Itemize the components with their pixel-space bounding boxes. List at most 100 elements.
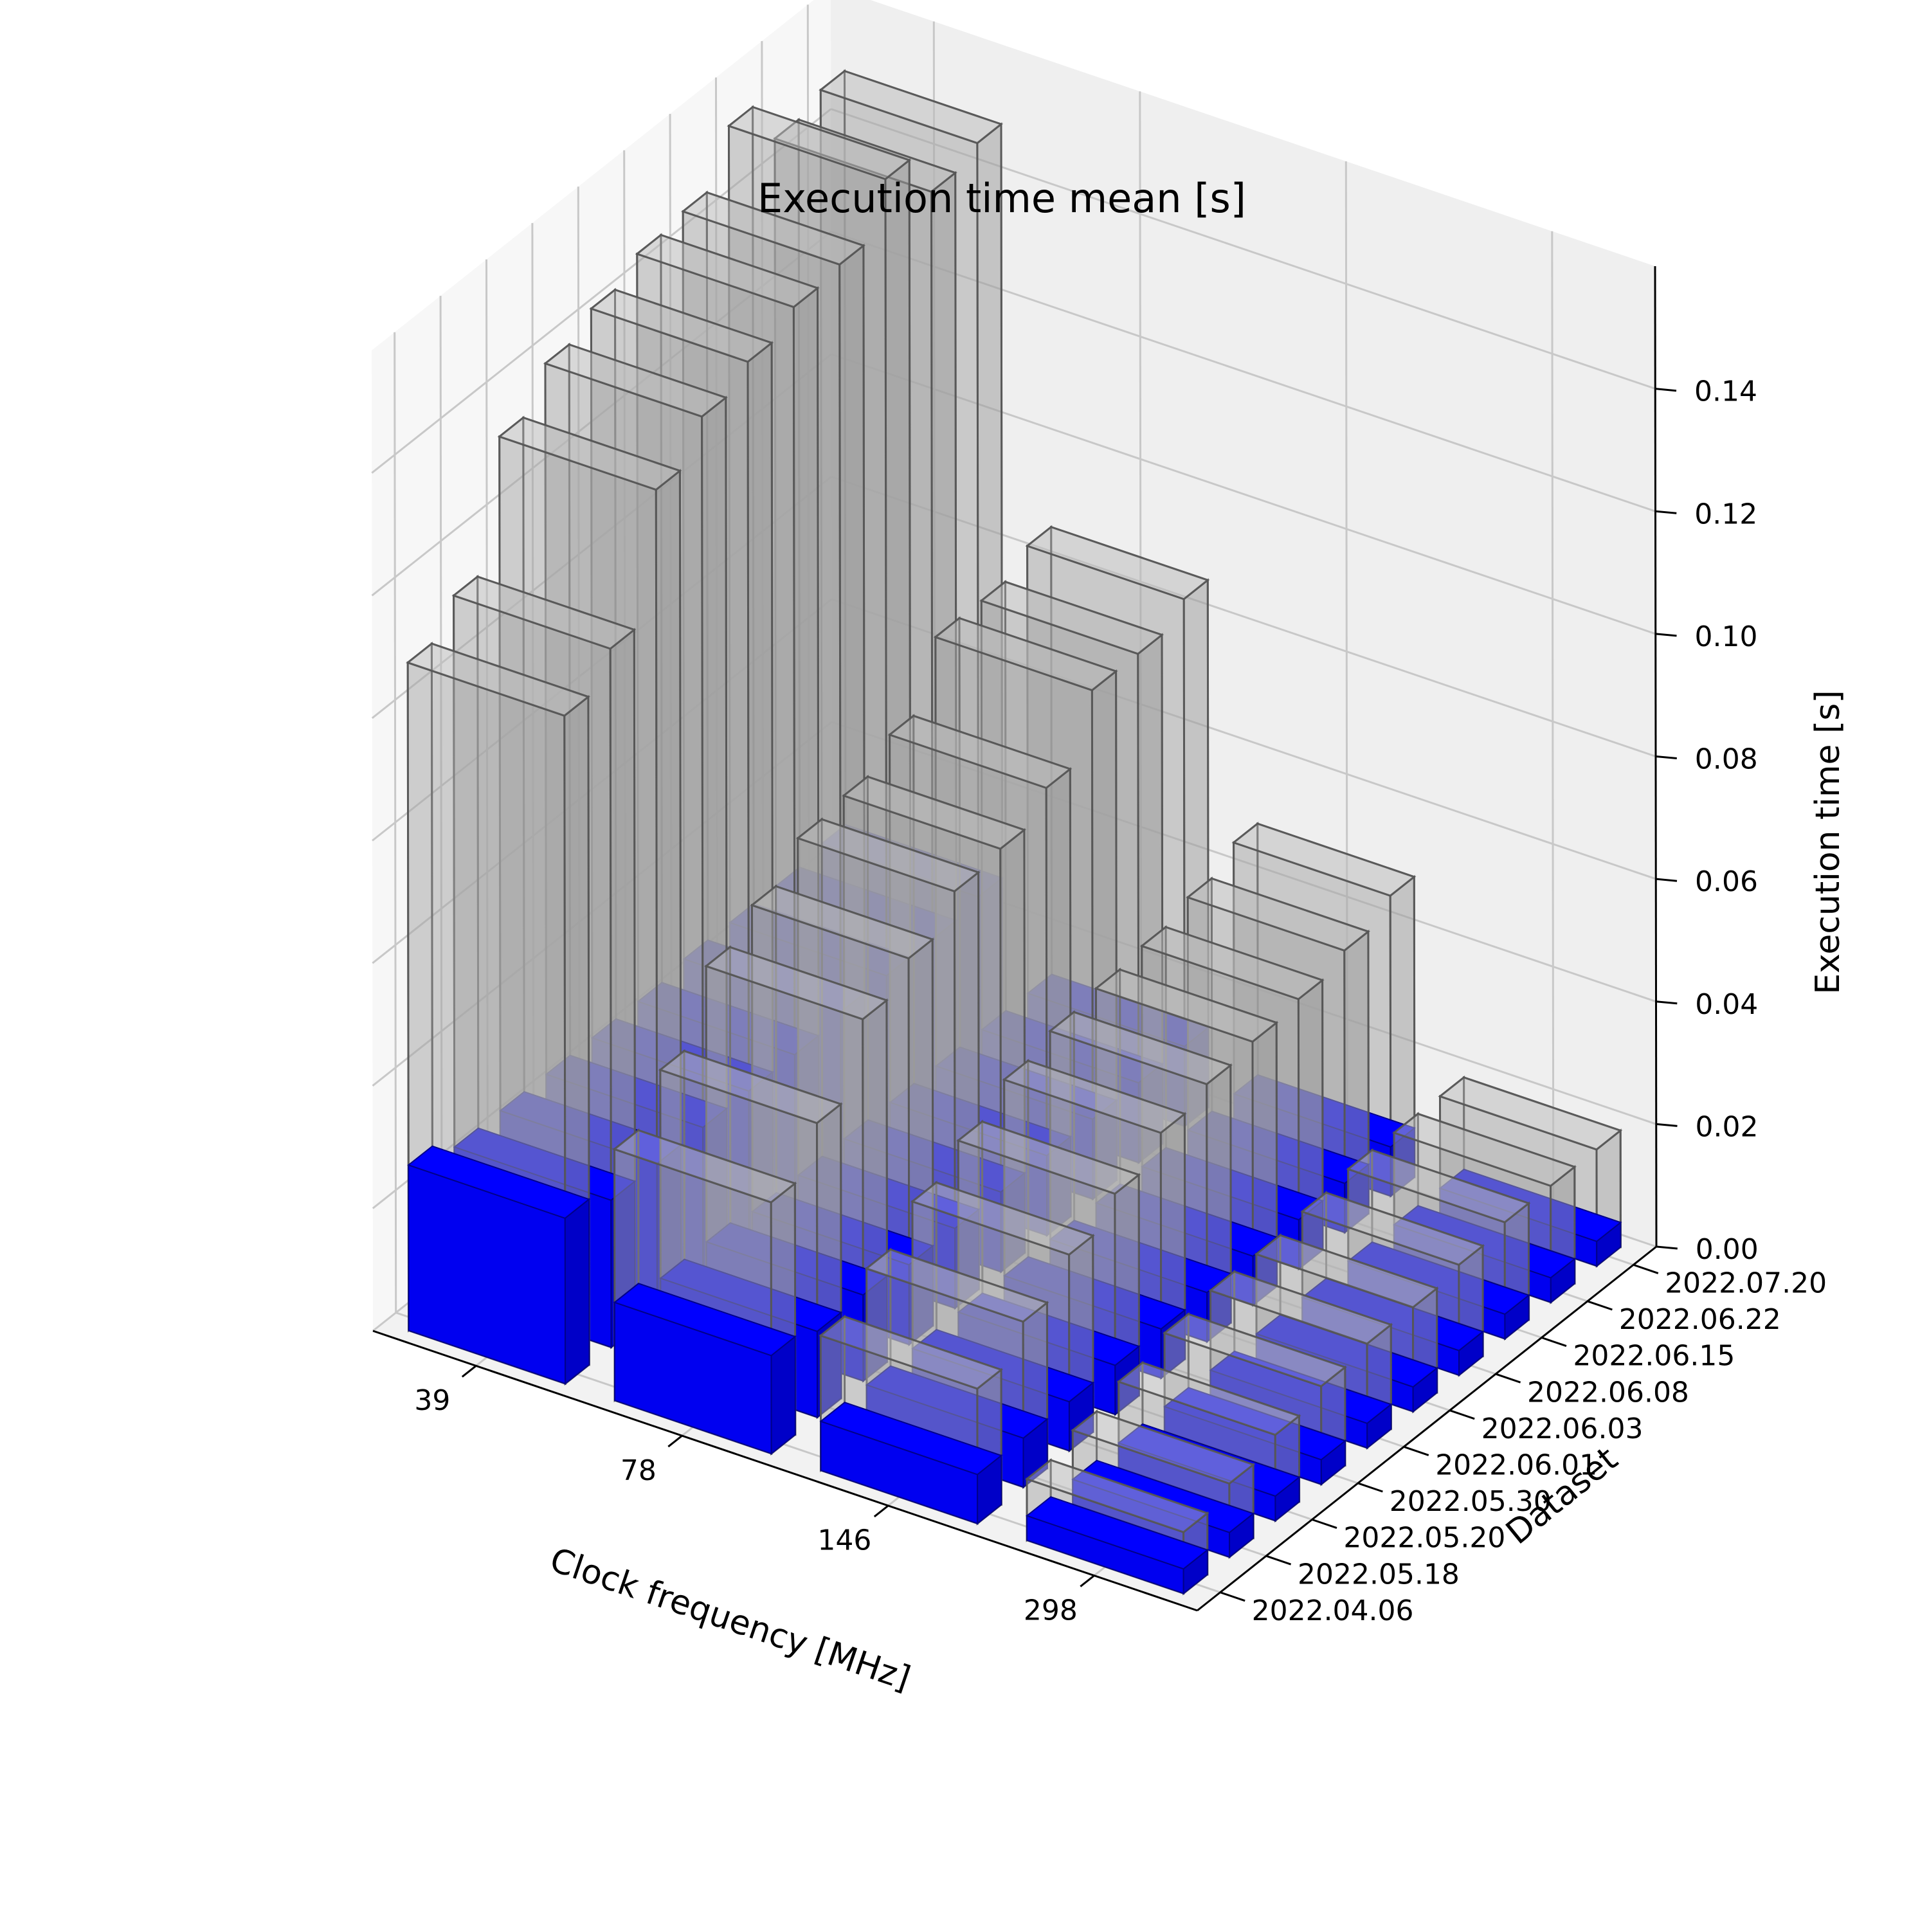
z-axis-label: Execution time [s] <box>1809 690 1847 994</box>
y-tick <box>1633 1263 1659 1274</box>
y-tick-label: 2022.05.18 <box>1298 1558 1460 1591</box>
bar-face-top <box>956 1120 1141 1195</box>
bar-face-top <box>1254 1234 1439 1308</box>
x-tick <box>461 1365 477 1378</box>
bar-face-top <box>704 946 889 1020</box>
y-tick-label: 2022.06.22 <box>1619 1303 1781 1336</box>
y-tick <box>1403 1445 1429 1456</box>
y-tick <box>1220 1591 1245 1602</box>
y-tick <box>1541 1337 1567 1348</box>
bar-face-top <box>1163 1313 1347 1387</box>
grid-z-back <box>831 598 1656 880</box>
z-tick <box>1656 1000 1678 1005</box>
bar-face-top <box>1392 1112 1577 1187</box>
y-tick-label: 2022.06.15 <box>1573 1340 1735 1373</box>
bar-face-top <box>933 617 1118 692</box>
bar-face-top <box>1024 1459 1209 1533</box>
grid-z-back <box>831 476 1656 757</box>
bar-grey <box>727 105 912 1131</box>
z-tick <box>1656 1245 1678 1250</box>
bar-face-top <box>795 818 981 892</box>
y-tick-label: 2022.06.08 <box>1527 1376 1689 1409</box>
x-tick-label: 39 <box>414 1384 450 1417</box>
x-tick-label: 146 <box>817 1524 871 1557</box>
grid-z-back <box>830 108 1656 390</box>
bar-face-top <box>658 1050 843 1124</box>
bar-face-top <box>681 191 865 266</box>
z-tick-label: 0.10 <box>1695 620 1758 653</box>
y-tick-label: 2022.04.06 <box>1252 1594 1414 1627</box>
bar-face-top <box>979 581 1164 655</box>
y-tick <box>1587 1300 1613 1311</box>
x-tick <box>873 1504 889 1518</box>
z-tick-label: 0.12 <box>1694 498 1757 530</box>
x-axis-label: Clock frequency [MHz] <box>545 1540 915 1698</box>
bar-face-top <box>887 714 1073 790</box>
y-tick-label: 2022.05.20 <box>1343 1522 1505 1555</box>
z-tick-label: 0.00 <box>1696 1233 1759 1266</box>
bar-face-top <box>407 1145 591 1219</box>
y-tick <box>1357 1482 1383 1493</box>
bar-blue <box>1025 1496 1209 1595</box>
bar-face-top <box>543 343 728 418</box>
x-tick-label: 78 <box>620 1454 657 1487</box>
grid-z-back <box>831 721 1656 1003</box>
bar-face-top <box>1139 926 1325 1000</box>
bar-face-top <box>1048 1011 1233 1085</box>
bar-face-top <box>1094 968 1279 1043</box>
grid-z-back <box>831 230 1656 512</box>
y-tick-label: 2022.06.01 <box>1435 1449 1597 1482</box>
y-tick-label: 2022.06.03 <box>1481 1413 1644 1445</box>
bar-face-top <box>819 1402 1003 1476</box>
bar-face-top <box>819 1315 1004 1390</box>
bar-face-top <box>1116 1361 1301 1436</box>
z-tick-label: 0.14 <box>1694 375 1757 408</box>
tick-labels: 39 78 146 298 2022.04.062022.05.182022.05.20… <box>414 375 1827 1627</box>
bar-face-top <box>819 69 1004 145</box>
grid-z-left <box>371 353 832 719</box>
bar-grey <box>497 415 682 1313</box>
z-tick-label: 0.06 <box>1695 865 1758 898</box>
z-tick <box>1655 633 1677 637</box>
bar-face-top <box>1300 1191 1485 1266</box>
x-tick <box>667 1434 683 1448</box>
axis-lines <box>372 266 1678 1612</box>
grid-z-left <box>372 721 833 1087</box>
back-pane <box>831 0 1656 1247</box>
bar-grey <box>681 190 866 1168</box>
bar-face-side <box>770 1335 796 1455</box>
z-tick <box>1655 755 1677 759</box>
bar-face-top <box>451 575 637 650</box>
bar-grey <box>772 117 958 1095</box>
bar-face-top <box>842 775 1026 850</box>
bar-blue <box>407 1145 591 1386</box>
y-tick-label: 2022.07.20 <box>1665 1267 1827 1300</box>
bar-face-top <box>589 289 774 363</box>
bar-face-top <box>1025 526 1210 600</box>
z-tick-label: 0.08 <box>1695 743 1758 776</box>
bar-face-top <box>910 1181 1095 1256</box>
bar-face-top <box>1438 1076 1623 1151</box>
z-tick <box>1655 510 1677 514</box>
bar-face-top <box>1346 1149 1531 1223</box>
bar-face-top <box>750 885 935 960</box>
bar-face-top <box>727 105 912 181</box>
y-tick <box>1495 1373 1521 1384</box>
bar-face-top <box>406 642 590 717</box>
bar-face-top <box>497 416 682 491</box>
bar-face-top <box>613 1283 797 1357</box>
z-tick <box>1656 1123 1678 1127</box>
y-tick <box>1449 1409 1475 1420</box>
chart-title: Execution time mean [s] <box>757 175 1246 222</box>
grid-z-left <box>372 476 832 842</box>
bar-face-top <box>635 233 820 309</box>
z-tick-label: 0.04 <box>1695 988 1758 1021</box>
x-tick-label: 298 <box>1024 1594 1078 1627</box>
bar-face-top <box>612 1129 797 1204</box>
grid-z-left <box>371 231 832 597</box>
bars <box>406 69 1623 1596</box>
y-tick <box>1312 1519 1337 1530</box>
bar-grey <box>543 342 729 1277</box>
bar-face-top <box>1231 822 1417 897</box>
